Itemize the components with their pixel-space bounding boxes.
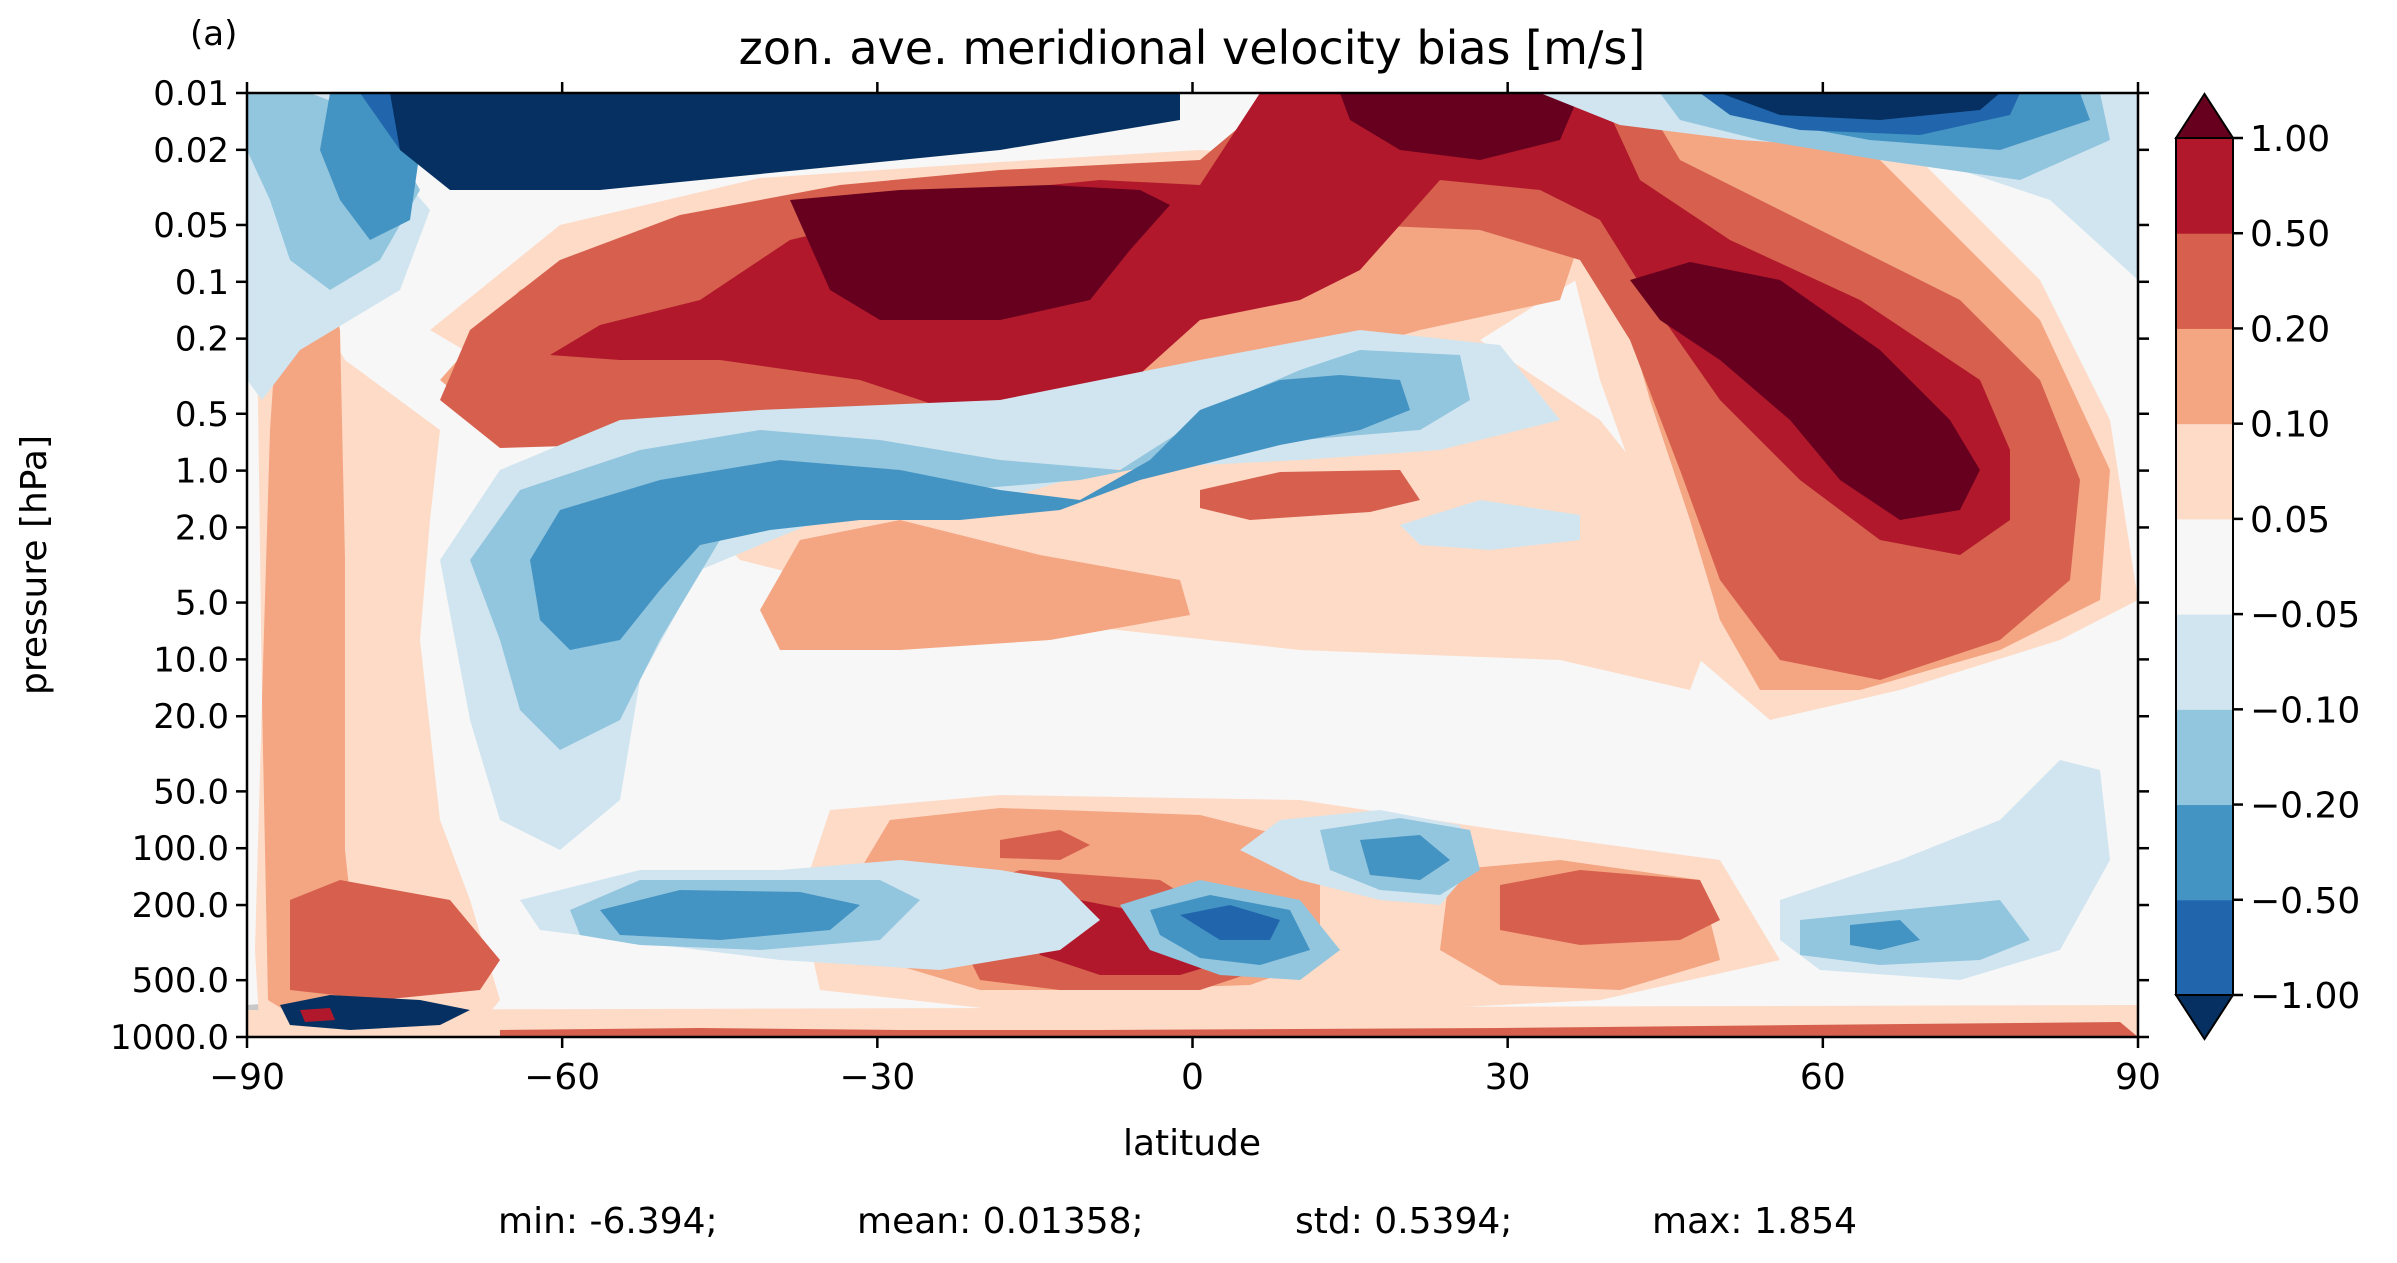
colorbar-tick-label: −0.50 — [2250, 881, 2360, 922]
contour-band-equator-blue — [1180, 905, 1280, 940]
contour-band-north-lowtrop-light-blue — [1800, 900, 2030, 965]
contour-band-tropo-medium-blue — [1360, 835, 1450, 880]
x-tick-label: 30 — [1485, 1057, 1531, 1098]
colorbar-tick-label: 0.20 — [2250, 309, 2330, 350]
y-tick-label: 5.0 — [175, 584, 229, 624]
colorbar-extend-low — [2174, 994, 2235, 1041]
colorbar-tick-label: −0.10 — [2250, 690, 2360, 731]
contour-band-surface-red — [500, 1022, 2138, 1037]
contour-band-south-lowtrop — [290, 880, 500, 1000]
colorbar-frame — [2175, 137, 2234, 996]
colorbar-tick-label: −1.00 — [2250, 976, 2360, 1017]
colorbar-tick-label: 1.00 — [2250, 119, 2330, 160]
contour-layer — [247, 93, 2138, 1037]
stats-line: min: -6.394; mean: 0.01358; std: 0.5394;… — [498, 1201, 1857, 1242]
x-tick-label: 0 — [1181, 1057, 1204, 1098]
chart-title: zon. ave. meridional velocity bias [m/s] — [739, 21, 1646, 75]
contour-band-north-lowtrop-medium-blue — [1850, 920, 1920, 950]
colorbar-band — [2176, 804, 2233, 901]
contour-band-north-navy — [1720, 93, 2000, 120]
y-tick-label: 200.0 — [132, 886, 229, 926]
x-tick-label: 60 — [1800, 1057, 1846, 1098]
colorbar-band — [2176, 138, 2233, 234]
colorbar: −1.00 −0.50 −0.20 −0.10 −0.05 0.05 0.10 0.20 0.5… — [2174, 92, 2360, 1041]
contour-band-surface-red-patch — [300, 1008, 335, 1022]
y-tick-label: 1000.0 — [110, 1018, 229, 1058]
y-tick-label: 1.0 — [175, 452, 229, 492]
x-axis: −90 −60 −30 0 30 60 90 — [209, 82, 2161, 1098]
y-tick-label: 10.0 — [153, 640, 229, 680]
colorbar-tick-label: 0.50 — [2250, 214, 2330, 255]
x-tick-label: −60 — [524, 1057, 600, 1098]
colorbar-tick-label: 0.05 — [2250, 500, 2330, 541]
contour-band-surface-navy — [280, 995, 470, 1030]
y-tick-label: 0.2 — [175, 320, 229, 360]
contour-band-upper-crimson — [550, 93, 2010, 555]
contour-band-strato-blob — [760, 520, 1190, 650]
y-axis-label: pressure [hPa] — [14, 435, 55, 695]
y-tick-label: 0.05 — [153, 206, 229, 246]
stats-std: std: 0.5394; — [1295, 1201, 1512, 1242]
x-tick-label: 90 — [2115, 1057, 2161, 1098]
contour-band-tropo-red — [1000, 830, 1090, 860]
contour-band-strat-pale-blue — [1400, 500, 1580, 550]
contour-band-north-maximum — [1340, 93, 1580, 160]
contour-band-lowtrop-medium-blue — [600, 890, 860, 940]
contour-band-polar-maximum — [1630, 262, 1980, 520]
colorbar-band — [2176, 233, 2233, 329]
contour-band-midlat-medium-blue — [530, 375, 1410, 650]
y-tick-label: 0.02 — [153, 131, 229, 171]
stats-mean: mean: 0.01358; — [857, 1201, 1144, 1242]
y-axis: 0.01 0.02 0.05 0.1 0.2 0.5 1.0 2.0 5.0 10.0 20.0 50… — [110, 74, 2149, 1058]
x-tick-label: −30 — [839, 1057, 915, 1098]
colorbar-band — [2176, 423, 2233, 520]
y-tick-label: 0.01 — [153, 74, 229, 114]
contour-band-north-trop-red — [1500, 870, 1720, 945]
colorbar-band — [2176, 899, 2233, 996]
stats-min: min: -6.394; — [498, 1201, 718, 1242]
x-axis-label: latitude — [1123, 1123, 1261, 1164]
stats-max: max: 1.854 — [1652, 1201, 1857, 1242]
y-tick-label: 0.5 — [175, 395, 229, 435]
colorbar-tick-label: 0.10 — [2250, 405, 2330, 446]
panel-label: (a) — [190, 14, 237, 54]
colorbar-extend-high — [2174, 92, 2235, 139]
colorbar-band — [2176, 614, 2233, 710]
colorbar-band — [2176, 518, 2233, 615]
y-tick-label: 20.0 — [153, 697, 229, 737]
contour-band-midstrat-red — [1200, 470, 1420, 520]
contour-band-south-navy — [390, 93, 1180, 190]
x-tick-label: −90 — [209, 1057, 285, 1098]
contour-band-south-maximum — [790, 185, 1170, 320]
colorbar-band — [2176, 328, 2233, 425]
y-tick-label: 500.0 — [132, 961, 229, 1001]
colorbar-tick-label: −0.20 — [2250, 786, 2360, 827]
colorbar-tick-label: −0.05 — [2250, 595, 2360, 636]
y-tick-label: 0.1 — [175, 263, 229, 303]
y-tick-label: 2.0 — [175, 508, 229, 548]
y-tick-label: 100.0 — [132, 829, 229, 869]
colorbar-band — [2176, 709, 2233, 806]
y-tick-label: 50.0 — [153, 772, 229, 812]
